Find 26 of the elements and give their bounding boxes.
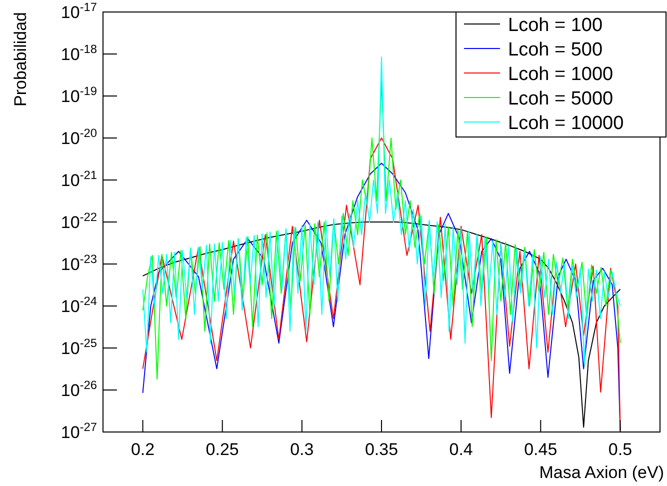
y-tick-label: 10$^{-23}$ — [60, 252, 98, 274]
x-tick-label: 0.3 — [290, 440, 314, 459]
y-tick-label: 10$^{-19}$ — [60, 84, 98, 106]
y-tick-label: 10$^{-25}$ — [60, 336, 98, 358]
x-tick-label: 0.45 — [524, 440, 558, 459]
x-tick-label: 0.4 — [449, 440, 473, 459]
legend-label: Lcoh = 10000 — [508, 113, 624, 134]
y-tick-label: 10$^{-22}$ — [60, 210, 98, 232]
line-series — [142, 222, 621, 428]
y-tick-label: 10$^{-27}$ — [60, 420, 98, 442]
legend-label: Lcoh = 100 — [508, 15, 603, 36]
y-tick-label: 10$^{-24}$ — [60, 294, 98, 316]
y-tick-label: 10$^{-21}$ — [60, 168, 98, 190]
x-tick-label: 0.5 — [608, 440, 632, 459]
y-axis-title: Probabilidad — [11, 12, 30, 107]
y-tick-label: 10$^{-20}$ — [60, 126, 98, 148]
x-tick-label: 0.25 — [206, 440, 239, 459]
x-tick-label: 0.35 — [364, 440, 398, 459]
y-tick-label: 10$^{-18}$ — [60, 42, 98, 64]
legend-label: Lcoh = 500 — [508, 40, 603, 60]
legend-label: Lcoh = 1000 — [508, 64, 614, 85]
x-tick-label: 0.2 — [130, 440, 155, 459]
x-axis-title: Masa Axion (eV) — [539, 463, 664, 482]
y-tick-label: 10$^{-17}$ — [60, 0, 98, 22]
legend-label: Lcoh = 5000 — [508, 88, 614, 110]
y-tick-label: 10$^{-26}$ — [60, 378, 98, 400]
